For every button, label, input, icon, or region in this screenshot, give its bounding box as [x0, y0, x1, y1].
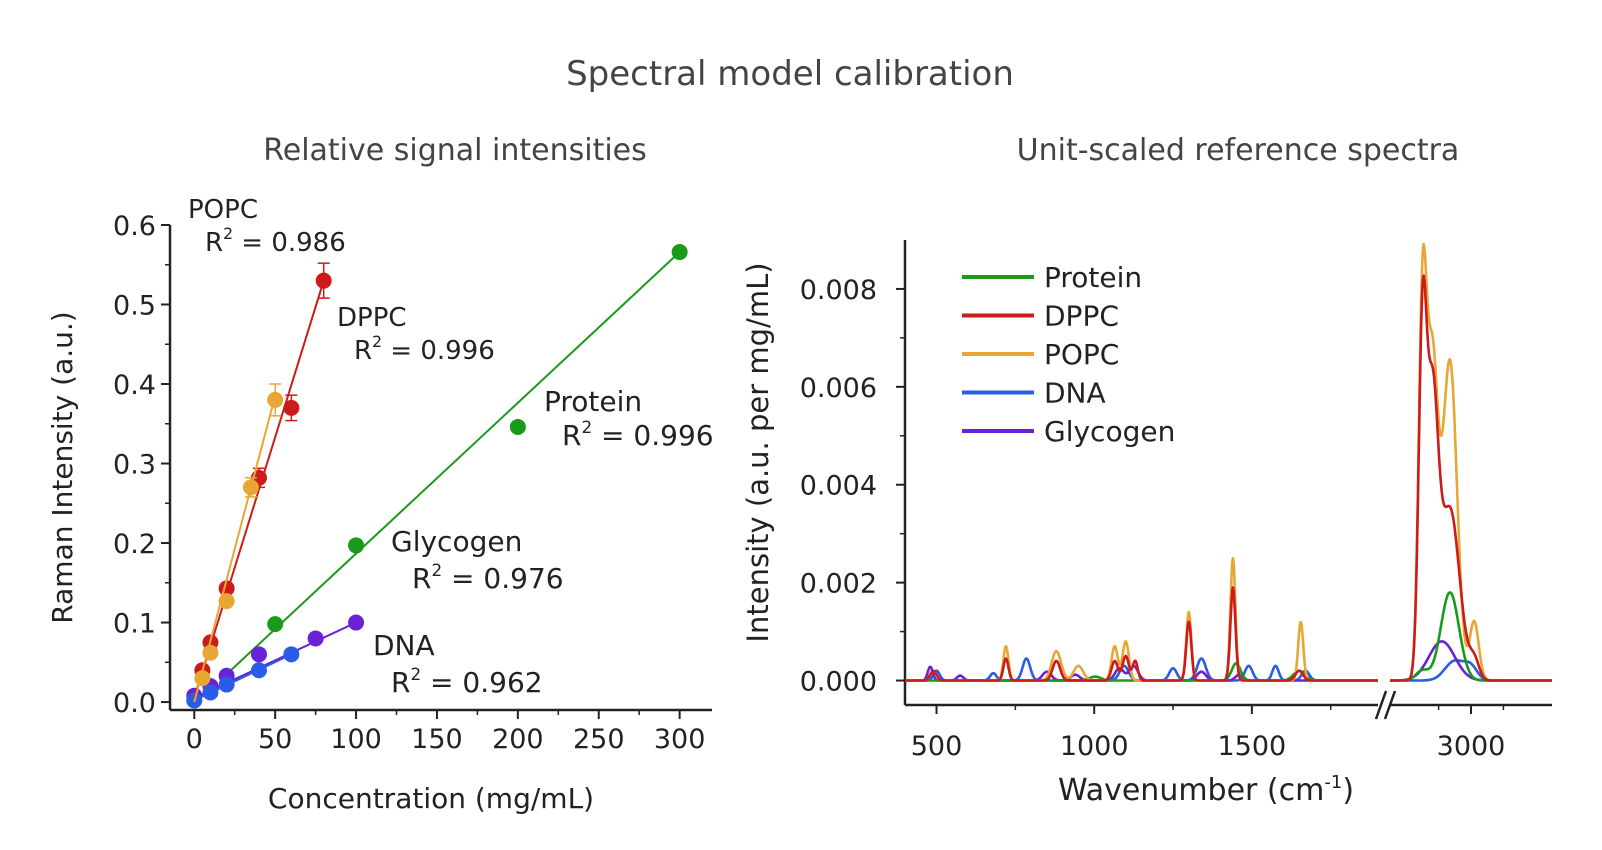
x-axis-label: Concentration (mg/mL) — [268, 782, 594, 815]
glycogen-point — [250, 646, 267, 663]
y-tick-label: 0.000 — [800, 667, 877, 698]
x-axis-label: Wavenumber (cm-1) — [1058, 772, 1354, 808]
protein-point — [348, 537, 365, 554]
protein-fit-line — [225, 251, 681, 675]
protein-point — [671, 244, 688, 261]
popc-point — [218, 593, 235, 610]
dna-point — [218, 676, 235, 693]
popc-point — [194, 670, 211, 687]
figure-title: Spectral model calibration — [566, 54, 1014, 94]
glycogen-point — [307, 630, 324, 647]
glycogen-fit-line — [193, 621, 357, 699]
dppc-point — [283, 399, 300, 416]
left-chart-title: Relative signal intensities — [263, 133, 647, 168]
y-tick-label: 0.5 — [113, 291, 156, 322]
x-tick-label: 100 — [330, 724, 382, 755]
dna-label: DNA — [373, 629, 435, 662]
y-tick-label: 0.004 — [800, 471, 877, 502]
dppc-point — [315, 272, 332, 289]
protein-point — [509, 418, 526, 435]
x-tick-label: 300 — [654, 724, 706, 755]
dppc-spectrum-line — [904, 586, 1379, 682]
dna-point — [283, 646, 300, 663]
x-tick-label: 250 — [573, 724, 625, 755]
dna-point — [202, 684, 219, 701]
x-tick-label: 150 — [411, 724, 463, 755]
dna-point — [250, 662, 267, 679]
legend-label-glycogen: Glycogen — [1044, 415, 1175, 448]
protein-label: Protein — [544, 385, 642, 418]
glycogen-point — [348, 614, 365, 631]
dppc-r2-label: R2 = 0.996 — [354, 333, 495, 366]
y-tick-label: 0.6 — [113, 211, 156, 242]
glycogen-label: Glycogen — [391, 525, 522, 558]
x-tick-label: 0 — [186, 724, 203, 755]
popc-spectrum-line — [904, 556, 1379, 682]
popc-point — [242, 479, 259, 496]
x-tick-label: 1500 — [1218, 731, 1287, 762]
x-tick-label: 3000 — [1437, 731, 1506, 762]
popc-point — [202, 644, 219, 661]
y-tick-label: 0.2 — [113, 529, 156, 560]
spectra-chart: Unit-scaled reference spectra 500 1000 150… — [741, 133, 1553, 808]
axis-break-mark — [1383, 690, 1397, 720]
dppc-fit-line — [193, 280, 325, 699]
dppc-spectrum-line — [1389, 274, 1553, 682]
protein-r2-label: R2 = 0.996 — [562, 417, 714, 452]
dna-r2-label: R2 = 0.962 — [391, 664, 543, 699]
y-tick-label: 0.002 — [800, 569, 877, 600]
popc-r2-label: R2 = 0.986 — [205, 225, 346, 258]
y-tick-label: 0.3 — [113, 450, 156, 481]
right-chart-title: Unit-scaled reference spectra — [1017, 133, 1460, 168]
y-tick-label: 0.008 — [800, 275, 877, 306]
legend-label-dna: DNA — [1044, 377, 1106, 410]
y-tick-label: 0.006 — [800, 373, 877, 404]
protein-point — [267, 616, 284, 633]
x-tick-label: 200 — [492, 724, 544, 755]
popc-point — [267, 391, 284, 408]
calibration-chart: Relative signal intensities 0 50 100 150 200… — [46, 133, 714, 815]
x-tick-label: 500 — [911, 731, 963, 762]
y-tick-label: 0.1 — [113, 609, 156, 640]
y-axis-label: Raman Intensity (a.u.) — [46, 311, 79, 623]
x-tick-label: 50 — [258, 724, 292, 755]
y-tick-label: 0.4 — [113, 370, 156, 401]
legend-label-protein: Protein — [1044, 261, 1142, 294]
axis-break-mark — [1374, 690, 1388, 720]
legend-label-popc: POPC — [1044, 338, 1119, 371]
glycogen-r2-label: R2 = 0.976 — [412, 560, 564, 595]
legend-label-dppc: DPPC — [1044, 300, 1119, 333]
x-tick-label: 1000 — [1060, 731, 1129, 762]
dppc-label: DPPC — [337, 303, 407, 333]
y-axis-label: Intensity (a.u. per mg/mL) — [741, 262, 775, 642]
popc-label: POPC — [188, 195, 258, 225]
y-tick-label: 0.0 — [113, 688, 156, 719]
